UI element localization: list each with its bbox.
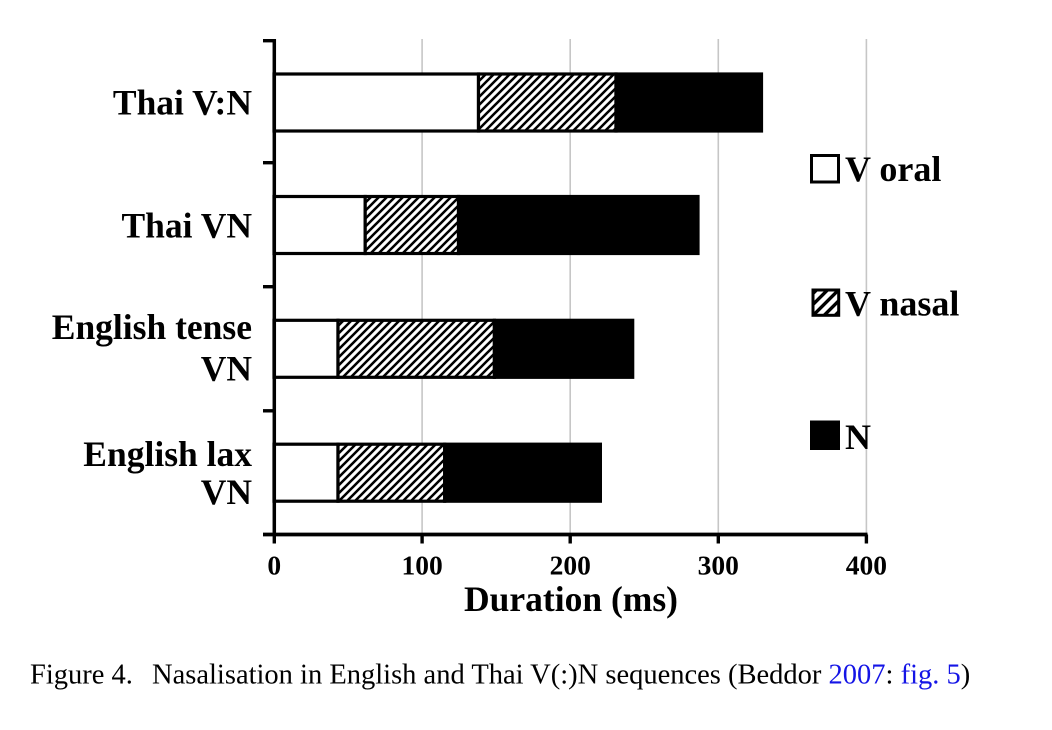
- svg-text:400: 400: [846, 550, 887, 581]
- svg-text:0: 0: [267, 550, 281, 581]
- svg-text:V oral: V oral: [845, 149, 941, 189]
- svg-text:Figure 4. Nasalisation in Engl: Figure 4. Nasalisation in English and Th…: [30, 660, 970, 691]
- svg-text:Thai V:N: Thai V:N: [113, 83, 252, 123]
- svg-text:Thai VN: Thai VN: [121, 206, 252, 246]
- svg-text:100: 100: [401, 550, 442, 581]
- svg-text:N: N: [845, 417, 871, 457]
- svg-text:300: 300: [698, 550, 739, 581]
- svg-text:English lax: English lax: [83, 434, 252, 474]
- svg-text:V nasal: V nasal: [845, 283, 959, 323]
- svg-text:VN: VN: [201, 472, 253, 512]
- svg-text:200: 200: [550, 550, 591, 581]
- svg-text:VN: VN: [201, 348, 253, 388]
- svg-text:English tense: English tense: [52, 307, 252, 347]
- svg-text:Duration (ms): Duration (ms): [464, 579, 678, 619]
